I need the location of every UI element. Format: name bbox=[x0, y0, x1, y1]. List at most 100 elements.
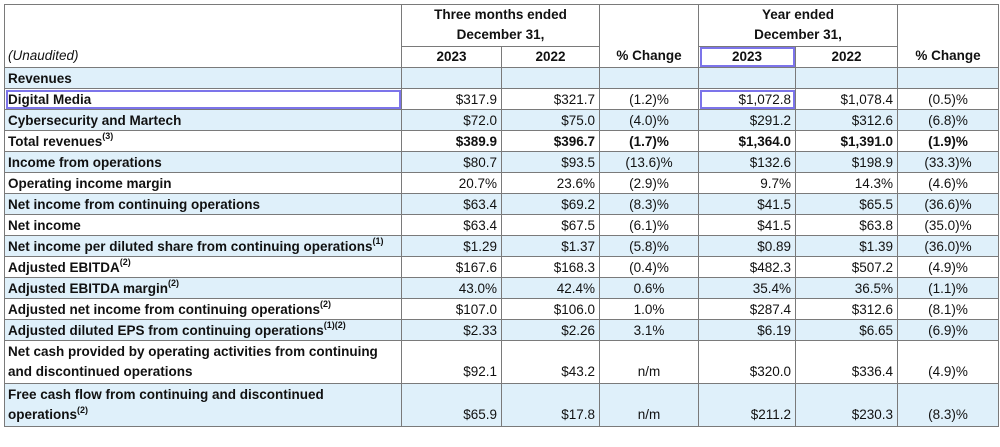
table-row: Cybersecurity and Martech $72.0 $75.0 (4.0)… bbox=[4, 109, 1000, 131]
quarter-pct-change: 0.6% bbox=[633, 280, 665, 296]
year-pct-change: (4.9)% bbox=[928, 364, 968, 379]
row-label: Digital Media bbox=[8, 91, 92, 107]
year-pct-change: (6.8)% bbox=[928, 112, 968, 128]
quarter-pct-change: (6.1)% bbox=[629, 217, 669, 233]
row-label: Operating income margin bbox=[8, 175, 172, 191]
table-row: Digital Media $317.9 $321.7 (1.2)% $1,072.8 $… bbox=[4, 88, 1000, 110]
table-row: Net cash provided by operating activitie… bbox=[4, 340, 1000, 384]
y2022-value: $198.9 bbox=[851, 154, 894, 170]
table-row: Adjusted EBITDA margin(2) 43.0% 42.4% 0.6% 3… bbox=[4, 277, 1000, 299]
year-pct-change: (8.1)% bbox=[928, 301, 968, 317]
q2022-value: $43.2 bbox=[561, 364, 596, 379]
y2022-value: $1.39 bbox=[859, 238, 894, 254]
table-row: Net income $63.4 $67.5 (6.1)% $41.5 $63.8 (35.… bbox=[4, 214, 1000, 236]
row-label: Net income bbox=[8, 217, 81, 233]
q2023-value: $1.29 bbox=[463, 238, 497, 254]
q2023-value: $107.0 bbox=[455, 301, 497, 317]
q2023-value: $2.33 bbox=[463, 322, 497, 338]
quarter-pct-change: n/m bbox=[637, 407, 661, 422]
q2022-value: $17.8 bbox=[561, 407, 596, 422]
row-label: Adjusted EBITDA bbox=[8, 259, 120, 275]
quarter-pct-change: (4.0)% bbox=[629, 112, 669, 128]
y2022-value: $507.2 bbox=[851, 259, 894, 275]
y2022-value: $1,391.0 bbox=[840, 133, 894, 149]
q2023-value: $92.1 bbox=[463, 364, 497, 379]
year-line1: Year ended bbox=[761, 7, 835, 22]
table-row: Total revenues(3) $389.9 $396.7 (1.7)% $1,36… bbox=[4, 130, 1000, 152]
q2022-value: 42.4% bbox=[556, 280, 596, 296]
q2022-value: $321.7 bbox=[553, 91, 596, 107]
row-label: Net income per diluted share from contin… bbox=[8, 238, 373, 254]
y2023-value: $211.2 bbox=[750, 407, 792, 422]
q2022-value: $1.37 bbox=[561, 238, 596, 254]
y2023-value: $41.5 bbox=[757, 196, 792, 212]
q2023-value: $80.7 bbox=[463, 154, 497, 170]
q2022-value: $75.0 bbox=[561, 112, 596, 128]
table-row: Operating income margin 20.7% 23.6% (2.9)% 9… bbox=[4, 172, 1000, 194]
q2022-value: $2.26 bbox=[561, 322, 596, 338]
pct-change-header-quarter: % Change bbox=[599, 4, 700, 68]
three-months-header: Three months ended December 31, bbox=[400, 4, 601, 47]
quarter-pct-change: 3.1% bbox=[633, 322, 665, 338]
section-label-revenues: Revenues bbox=[4, 67, 402, 89]
row-label: Income from operations bbox=[8, 154, 162, 170]
table-row: Net income from continuing operations $63… bbox=[4, 193, 1000, 215]
three-months-line1: Three months ended bbox=[434, 7, 567, 22]
quarter-pct-change: (0.4)% bbox=[629, 259, 669, 275]
table-row: Net income per diluted share from contin… bbox=[4, 235, 1000, 257]
q2022-value: $106.0 bbox=[553, 301, 596, 317]
quarter-pct-change: 1.0% bbox=[633, 301, 665, 317]
row-label-line2: operations(2) bbox=[8, 405, 397, 425]
col-2023-quarter: 2023 bbox=[401, 45, 502, 69]
three-months-line2: December 31, bbox=[456, 27, 545, 42]
table-row: Income from operations $80.7 $93.5 (13.6)% $… bbox=[4, 151, 1000, 173]
quarter-pct-change: (1.2)% bbox=[629, 91, 669, 107]
year-line2: December 31, bbox=[754, 27, 842, 42]
table-row: Adjusted diluted EPS from continuing ope… bbox=[4, 319, 1000, 341]
y2022-value: $1,078.4 bbox=[840, 91, 894, 107]
q2023-value: $72.0 bbox=[463, 112, 497, 128]
footnote-marker: (1)(2) bbox=[323, 320, 346, 330]
q2023-value: 20.7% bbox=[458, 175, 497, 191]
header-group-row: (Unaudited) Three months ended December … bbox=[4, 4, 1000, 68]
year-pct-change: (4.9)% bbox=[928, 259, 968, 275]
y2023-value: 9.7% bbox=[760, 175, 792, 191]
year-header: Year ended December 31, bbox=[698, 4, 899, 47]
y2022-value: $312.6 bbox=[851, 301, 894, 317]
q2023-value: $167.6 bbox=[455, 259, 497, 275]
quarter-pct-change: (8.3)% bbox=[629, 196, 669, 212]
q2023-value: $63.4 bbox=[463, 217, 497, 233]
y2022-value: $65.5 bbox=[859, 196, 894, 212]
year-pct-change: (1.1)% bbox=[928, 280, 968, 296]
footnote-marker: (1) bbox=[372, 236, 384, 246]
y2023-value: 35.4% bbox=[752, 280, 792, 296]
col-2022-quarter: 2022 bbox=[500, 45, 601, 69]
footnote-marker: (2) bbox=[77, 404, 89, 415]
row-label: Cybersecurity and Martech bbox=[8, 112, 182, 128]
row-label-line1: Free cash flow from continuing and disco… bbox=[8, 387, 324, 402]
quarter-pct-change: n/m bbox=[637, 364, 661, 379]
year-pct-change: (33.3)% bbox=[924, 154, 972, 170]
footnote-marker: (2) bbox=[320, 299, 332, 309]
year-pct-change: (4.6)% bbox=[928, 175, 968, 191]
y2022-value: 36.5% bbox=[854, 280, 894, 296]
y2023-value: $6.19 bbox=[757, 322, 792, 338]
row-label: Total revenues bbox=[8, 133, 103, 149]
section-row-revenues: Revenues bbox=[4, 67, 1000, 89]
y2022-value: $336.4 bbox=[851, 364, 894, 379]
y2023-value: $1,072.8 bbox=[738, 91, 792, 107]
y2023-value: $482.3 bbox=[749, 259, 792, 275]
row-label: Adjusted net income from continuing oper… bbox=[8, 301, 321, 317]
header-year-row: 2023 2022 2023 2022 bbox=[5, 45, 999, 69]
row-label-line2: and discontinued operations bbox=[8, 362, 397, 382]
table-row: Free cash flow from continuing and disco… bbox=[4, 383, 1000, 427]
q2023-value: $63.4 bbox=[463, 196, 497, 212]
data-table: (Unaudited) Three months ended December … bbox=[4, 4, 1000, 427]
y2022-value: $312.6 bbox=[851, 112, 894, 128]
row-label: Adjusted diluted EPS from continuing ope… bbox=[8, 322, 324, 338]
q2023-value: $65.9 bbox=[463, 407, 497, 422]
y2023-value: $41.5 bbox=[757, 217, 792, 233]
row-label: Adjusted EBITDA margin bbox=[8, 280, 169, 296]
q2022-value: $93.5 bbox=[561, 154, 596, 170]
y2023-value: $320.0 bbox=[749, 364, 792, 379]
